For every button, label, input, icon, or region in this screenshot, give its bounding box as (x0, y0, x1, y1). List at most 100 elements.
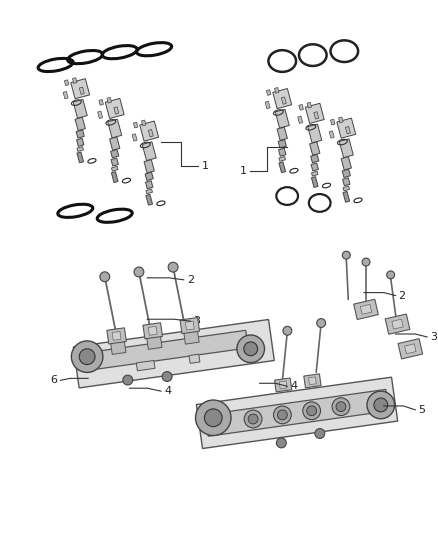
Circle shape (276, 438, 286, 448)
Polygon shape (99, 100, 103, 105)
Polygon shape (111, 166, 118, 171)
Polygon shape (146, 189, 152, 194)
Circle shape (332, 398, 350, 416)
Circle shape (273, 406, 291, 424)
Polygon shape (308, 124, 322, 143)
Polygon shape (330, 119, 335, 125)
Polygon shape (74, 319, 274, 388)
Circle shape (307, 406, 317, 416)
Polygon shape (265, 101, 270, 109)
Circle shape (79, 349, 95, 365)
Circle shape (343, 251, 350, 259)
Circle shape (277, 410, 287, 420)
Polygon shape (189, 354, 200, 364)
Polygon shape (111, 158, 118, 166)
Polygon shape (136, 360, 155, 371)
Polygon shape (64, 80, 69, 86)
Circle shape (100, 272, 110, 281)
Polygon shape (111, 341, 126, 354)
Polygon shape (133, 122, 138, 128)
Polygon shape (77, 152, 84, 163)
Polygon shape (140, 121, 159, 141)
Polygon shape (80, 330, 248, 371)
Circle shape (71, 341, 103, 373)
Text: 2: 2 (399, 290, 406, 301)
Polygon shape (148, 130, 153, 137)
Polygon shape (398, 338, 423, 359)
Polygon shape (143, 323, 162, 339)
Circle shape (303, 402, 321, 419)
Polygon shape (111, 172, 118, 182)
Polygon shape (275, 87, 279, 93)
Polygon shape (145, 172, 153, 181)
Text: 3: 3 (194, 316, 201, 326)
Polygon shape (114, 107, 119, 114)
Polygon shape (275, 109, 289, 128)
Polygon shape (75, 117, 85, 131)
Circle shape (244, 342, 258, 356)
Circle shape (205, 409, 222, 426)
Text: 1: 1 (201, 161, 208, 172)
Polygon shape (308, 377, 316, 385)
Polygon shape (281, 97, 286, 104)
Text: 2: 2 (187, 275, 194, 285)
Polygon shape (107, 98, 112, 103)
Circle shape (387, 271, 395, 279)
Polygon shape (145, 181, 153, 189)
Polygon shape (107, 328, 126, 344)
Polygon shape (196, 377, 398, 448)
Polygon shape (310, 142, 320, 155)
Circle shape (336, 402, 346, 411)
Polygon shape (273, 88, 292, 109)
Polygon shape (105, 99, 124, 118)
Circle shape (168, 262, 178, 272)
Text: 3: 3 (430, 332, 437, 342)
Polygon shape (339, 117, 343, 123)
Text: 4: 4 (290, 381, 297, 391)
Polygon shape (76, 130, 85, 138)
Polygon shape (298, 116, 303, 124)
Polygon shape (110, 137, 120, 150)
Polygon shape (343, 186, 350, 191)
Circle shape (317, 319, 325, 327)
Polygon shape (111, 150, 119, 158)
Polygon shape (205, 390, 389, 436)
Polygon shape (278, 140, 286, 148)
Polygon shape (132, 134, 137, 141)
Polygon shape (311, 155, 319, 163)
Polygon shape (311, 176, 318, 188)
Polygon shape (341, 157, 351, 170)
Text: 4: 4 (164, 386, 171, 396)
Polygon shape (311, 171, 318, 176)
Polygon shape (279, 157, 286, 161)
Polygon shape (279, 148, 286, 156)
Circle shape (134, 267, 144, 277)
Polygon shape (392, 319, 403, 329)
Polygon shape (72, 78, 77, 83)
Circle shape (362, 258, 370, 266)
Circle shape (237, 335, 265, 362)
Polygon shape (77, 139, 84, 147)
Polygon shape (279, 381, 287, 389)
Polygon shape (112, 332, 121, 341)
Polygon shape (180, 318, 200, 334)
Polygon shape (142, 142, 156, 160)
Polygon shape (346, 126, 350, 134)
Polygon shape (184, 330, 199, 344)
Polygon shape (304, 374, 321, 388)
Polygon shape (266, 90, 271, 95)
Polygon shape (311, 163, 318, 171)
Circle shape (283, 326, 292, 335)
Polygon shape (277, 127, 287, 140)
Polygon shape (77, 147, 84, 151)
Polygon shape (385, 314, 410, 334)
Polygon shape (73, 100, 87, 118)
Circle shape (162, 372, 172, 382)
Polygon shape (144, 160, 154, 173)
Polygon shape (342, 169, 350, 177)
Text: 6: 6 (50, 375, 57, 385)
Circle shape (315, 429, 325, 439)
Polygon shape (343, 178, 350, 185)
Polygon shape (275, 378, 292, 392)
Polygon shape (108, 119, 122, 138)
